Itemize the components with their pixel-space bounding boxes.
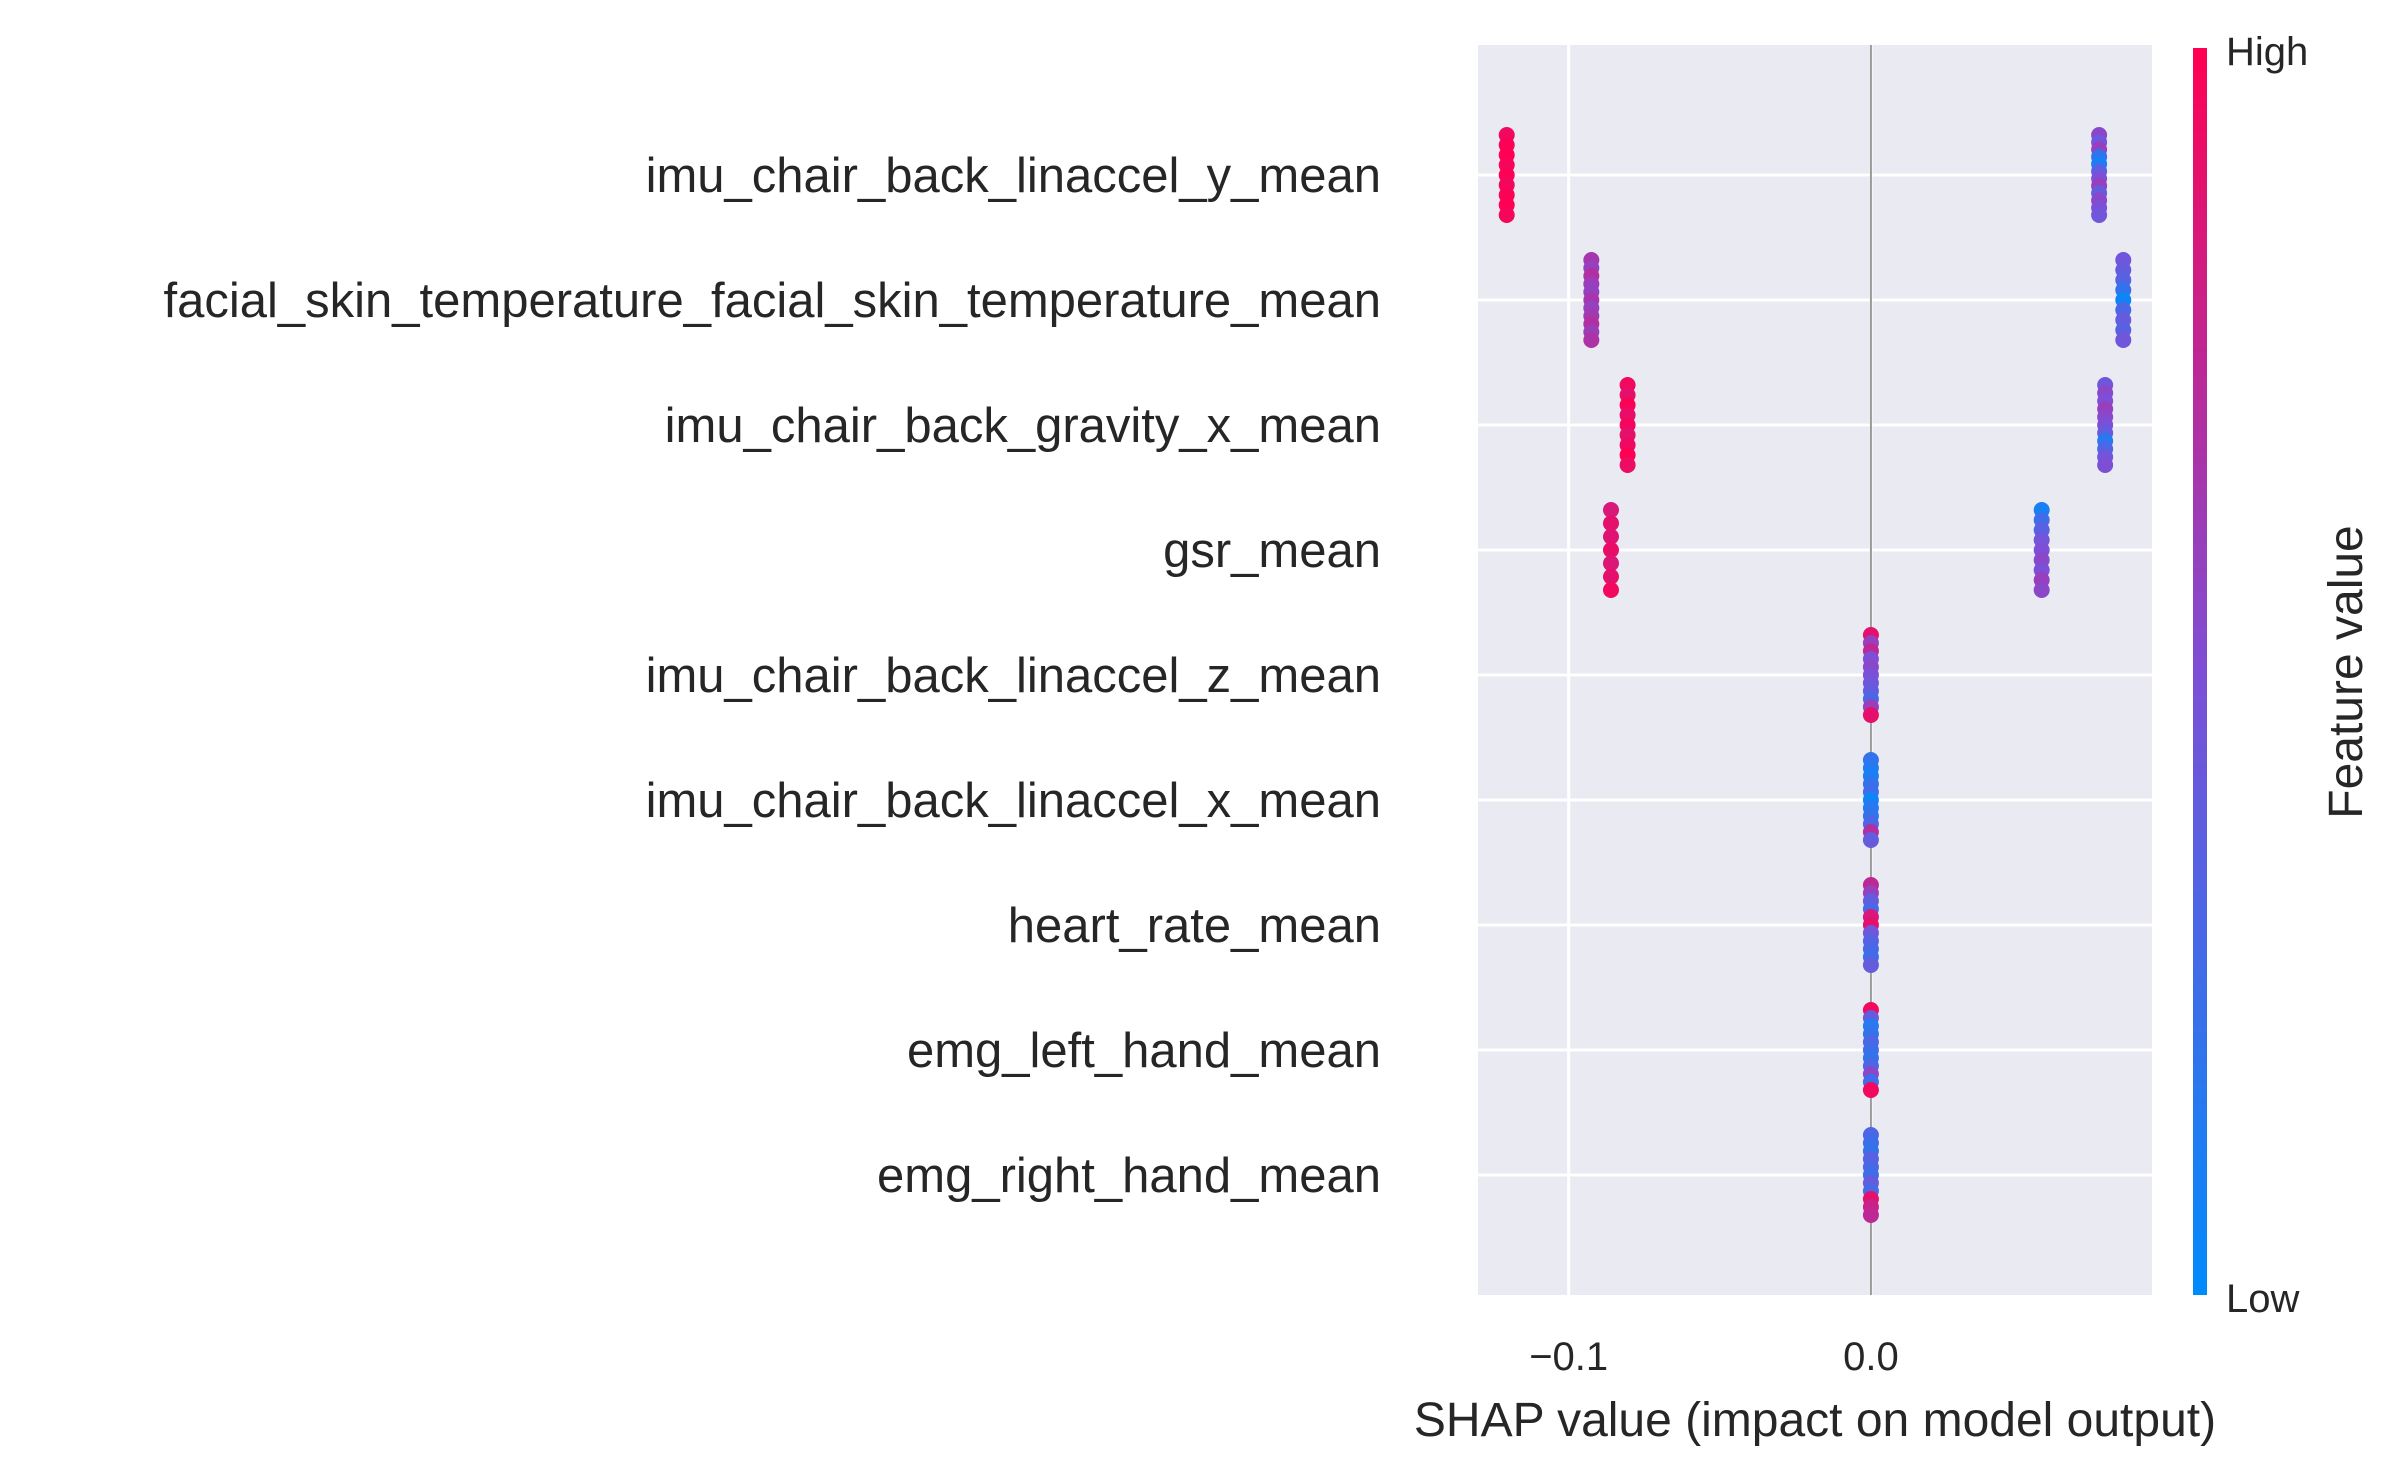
feature-label: gsr_mean [1163,524,1381,578]
shap-point [1602,528,1619,545]
shap-point [1862,832,1879,848]
feature-label: imu_chair_back_linaccel_x_mean [646,774,1381,828]
x-tick-labels: −0.1 0.0 [1529,1335,1899,1379]
plot-background [1478,45,2152,1295]
shap-point [1602,582,1619,598]
colorbar-low-label: Low [2226,1277,2299,1321]
feature-label: imu_chair_back_gravity_x_mean [665,399,1381,453]
x-tick-label: 0.0 [1843,1335,1899,1379]
shap-point [1862,957,1879,973]
feature-labels: imu_chair_back_linaccel_y_mean facial_ski… [163,149,1381,1203]
shap-point [1862,1082,1879,1098]
colorbar-high-label: High [2226,30,2308,74]
shap-point [1498,207,1515,223]
shap-point [1602,542,1619,558]
feature-label: facial_skin_temperature_facial_skin_temp… [163,274,1381,328]
x-tick-label: −0.1 [1529,1335,1608,1379]
shap-point [1862,1207,1879,1223]
shap-point [2033,582,2050,598]
colorbar [2193,48,2207,1295]
shap-point [1602,555,1619,572]
shap-point [2091,207,2108,223]
x-axis-title: SHAP value (impact on model output) [1414,1394,2216,1447]
shap-point [1583,332,1600,348]
shap-point [2097,457,2114,473]
feature-label: imu_chair_back_linaccel_z_mean [646,649,1381,703]
shap-point [1862,707,1879,723]
shap-point [1602,515,1619,532]
colorbar-title: Feature value [2320,525,2373,819]
feature-label: imu_chair_back_linaccel_y_mean [646,149,1381,203]
shap-point [2115,332,2132,348]
shap-point [1602,568,1619,585]
feature-label: heart_rate_mean [1008,899,1381,953]
feature-label: emg_left_hand_mean [907,1024,1381,1078]
shap-point [1602,502,1619,518]
feature-label: emg_right_hand_mean [877,1149,1381,1203]
shap-point [1619,457,1636,473]
shap-points [1498,127,2132,1223]
